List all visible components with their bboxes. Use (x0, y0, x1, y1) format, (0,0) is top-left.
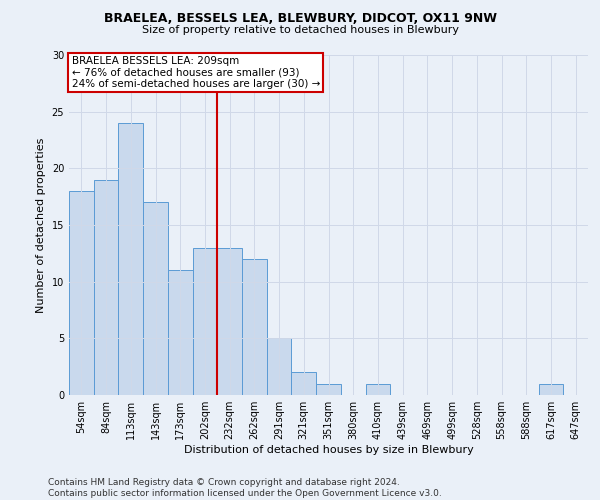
Bar (316, 384, 341, 395)
X-axis label: Distribution of detached houses by size in Blewbury: Distribution of detached houses by size … (184, 445, 473, 455)
Bar (94, 180, 118, 395)
Text: Size of property relative to detached houses in Blewbury: Size of property relative to detached ho… (142, 25, 458, 35)
Text: BRAELEA BESSELS LEA: 209sqm
← 76% of detached houses are smaller (93)
24% of sem: BRAELEA BESSELS LEA: 209sqm ← 76% of det… (71, 56, 320, 89)
Text: Contains HM Land Registry data © Crown copyright and database right 2024.
Contai: Contains HM Land Registry data © Crown c… (48, 478, 442, 498)
Bar (365, 384, 390, 395)
Bar (242, 259, 267, 395)
Bar (118, 123, 143, 395)
Bar (217, 248, 242, 395)
Bar (267, 338, 292, 395)
Y-axis label: Number of detached properties: Number of detached properties (36, 138, 46, 312)
Bar (168, 270, 193, 395)
Bar (69, 191, 94, 395)
Bar (193, 248, 217, 395)
Bar (143, 202, 168, 395)
Bar (539, 384, 563, 395)
Bar (292, 372, 316, 395)
Text: BRAELEA, BESSELS LEA, BLEWBURY, DIDCOT, OX11 9NW: BRAELEA, BESSELS LEA, BLEWBURY, DIDCOT, … (104, 12, 497, 26)
